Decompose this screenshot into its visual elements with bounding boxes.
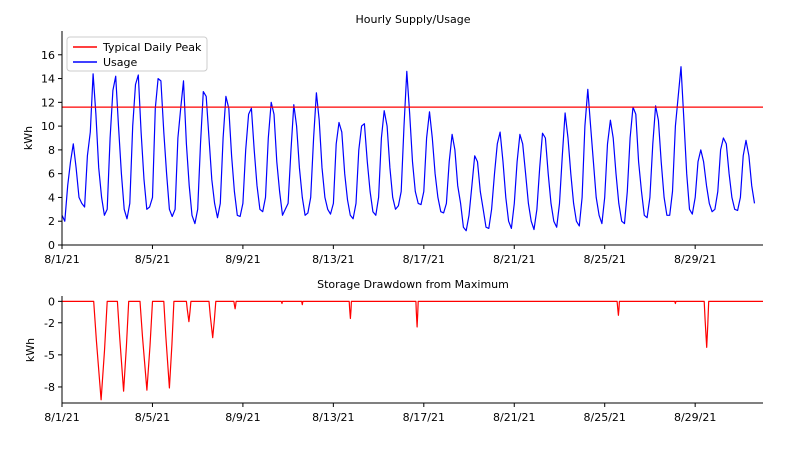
- top-y-tick-label: 14: [41, 73, 55, 86]
- top-x-tick-label: 8/29/21: [674, 253, 716, 266]
- top-chart-marks: [61, 66, 763, 232]
- drawdown-series-line: [62, 300, 763, 401]
- bottom-x-tick-label: 8/9/21: [225, 411, 260, 424]
- top-x-tick-label: 8/25/21: [584, 253, 626, 266]
- top-chart-axes: 0 2 4 6 8 10 12 14 16 8/1/21 8/5/21 8/9/21 8/13/21 8/…: [41, 31, 763, 266]
- top-y-tick-label: 12: [41, 96, 55, 109]
- bottom-chart-title: Storage Drawdown from Maximum: [317, 278, 509, 291]
- usage-series-line: [61, 66, 756, 232]
- legend-label-usage: Usage: [103, 56, 138, 69]
- top-chart-title: Hourly Supply/Usage: [355, 13, 470, 26]
- top-y-tick-label: 4: [48, 191, 55, 204]
- bottom-y-tick-label: 0: [48, 295, 55, 308]
- top-y-axis-label: kWh: [22, 126, 35, 150]
- bottom-chart-axes: 0 -2 -5 -8 8/1/21 8/5/21 8/9/21 8/13/21 8/17/21 8…: [44, 295, 763, 424]
- top-x-tick-label: 8/13/21: [312, 253, 354, 266]
- top-y-tick-label: 0: [48, 239, 55, 252]
- legend: Typical Daily Peak Usage: [66, 36, 208, 72]
- bottom-x-tick-label: 8/21/21: [493, 411, 535, 424]
- bottom-x-tick-label: 8/5/21: [135, 411, 170, 424]
- bottom-x-tick-label: 8/17/21: [403, 411, 445, 424]
- top-x-tick-label: 8/21/21: [493, 253, 535, 266]
- top-x-tick-label: 8/17/21: [403, 253, 445, 266]
- top-y-tick-label: 2: [48, 215, 55, 228]
- bottom-y-tick-label: -5: [44, 349, 55, 362]
- bottom-y-tick-label: -2: [44, 317, 55, 330]
- bottom-y-axis-label: kWh: [24, 338, 37, 362]
- bottom-y-tick-label: -8: [44, 381, 55, 394]
- top-y-tick-label: 16: [41, 49, 55, 62]
- top-y-tick-label: 8: [48, 144, 55, 157]
- top-x-tick-label: 8/1/21: [44, 253, 79, 266]
- top-y-tick-label: 10: [41, 120, 55, 133]
- legend-box: [66, 36, 208, 72]
- top-x-tick-label: 8/9/21: [225, 253, 260, 266]
- bottom-x-tick-label: 8/13/21: [312, 411, 354, 424]
- bottom-x-tick-label: 8/1/21: [44, 411, 79, 424]
- bottom-chart-marks: [62, 300, 763, 401]
- bottom-x-tick-label: 8/25/21: [584, 411, 626, 424]
- legend-label-peak: Typical Daily Peak: [102, 41, 202, 54]
- top-y-tick-label: 6: [48, 168, 55, 181]
- top-x-tick-label: 8/5/21: [135, 253, 170, 266]
- bottom-x-tick-label: 8/29/21: [674, 411, 716, 424]
